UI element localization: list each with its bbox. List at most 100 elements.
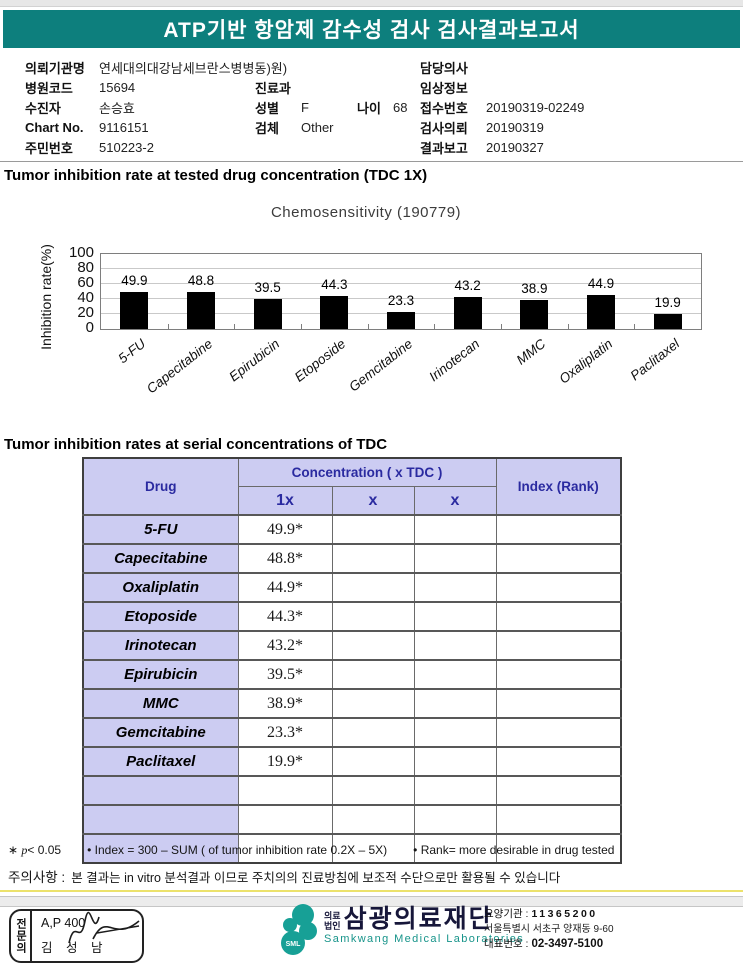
- value-x-cell: [331, 514, 415, 545]
- chart-gridline: [101, 283, 701, 284]
- stamp-content: A,P 400 김 성 남: [32, 911, 142, 961]
- chart-bar: [520, 299, 549, 329]
- table-row: MMC 38.9*: [82, 688, 622, 719]
- svg-text:SML: SML: [286, 941, 302, 948]
- y-tick-label: 60: [77, 274, 94, 291]
- drug-name-cell: 5-FU: [82, 514, 239, 545]
- value-x-cell: [331, 630, 415, 661]
- patient-info-row: 수진자 손승효: [25, 97, 255, 117]
- x-axis-tick: [501, 324, 502, 329]
- value-x-cell: [331, 717, 415, 748]
- patient-info-row: [255, 57, 420, 77]
- value-x-cell: [331, 746, 415, 777]
- field-label: 접수번호: [420, 100, 468, 116]
- patient-info-row: 결과보고 20190327: [420, 137, 740, 157]
- drug-name-cell: [82, 804, 239, 835]
- field-label: 진료과: [255, 80, 291, 96]
- value-x-cell: [413, 601, 497, 632]
- field-label: 의뢰기관명: [25, 60, 85, 76]
- field-label: 나이: [357, 100, 381, 116]
- table-row: Irinotecan 43.2*: [82, 630, 622, 661]
- concentration-subheader: x: [413, 486, 497, 516]
- significance-footnote: ∗ p< 0.05: [8, 843, 62, 857]
- value-x-cell: [331, 572, 415, 603]
- table-row: 5-FU 49.9*: [82, 514, 622, 545]
- chart-bar: [120, 291, 149, 329]
- index-rank-cell: [495, 746, 622, 777]
- chart-plot-area: 49.9 48.8 39.5 44.3 23.3 43.2 38.9 44.9 19.9: [100, 253, 702, 330]
- field-label: 결과보고: [420, 140, 468, 156]
- field-value: 연세대의대강남세브란스병병동)원): [99, 60, 288, 76]
- field-value: 68: [393, 99, 408, 115]
- index-rank-cell: [495, 543, 622, 574]
- care-institution-number: 요양기관 :11365200: [484, 908, 598, 920]
- patient-info-row: 검사의뢰 20190319: [420, 117, 740, 137]
- value-x-cell: [331, 804, 415, 835]
- value-x-cell: [331, 775, 415, 806]
- drug-name-cell: Irinotecan: [82, 630, 239, 661]
- value-1x-cell: 19.9*: [237, 746, 333, 777]
- patient-info-col1: 의뢰기관명 연세대의대강남세브란스병병동)원) 병원코드 15694 수진자 손승효 Cha…: [25, 57, 287, 159]
- field-value: 20190327: [486, 139, 544, 155]
- x-axis-tick: [234, 324, 236, 329]
- field-value: 15694: [99, 79, 136, 95]
- value-1x-cell: 44.3*: [237, 601, 333, 632]
- patient-info-row: [255, 137, 420, 157]
- chart-gridline: [101, 268, 701, 269]
- company-name: 삼광의료재단: [343, 905, 494, 933]
- value-x-cell: [413, 746, 497, 777]
- y-tick-label: 40: [77, 289, 94, 306]
- x-category-label: Etoposide: [292, 336, 349, 385]
- value-1x-cell: [237, 804, 333, 835]
- value-1x-cell: 48.8*: [237, 543, 333, 574]
- value-1x-cell: 38.9*: [237, 688, 333, 719]
- field-value: 20190319-02249: [486, 99, 585, 115]
- x-category-label: 5-FU: [115, 336, 149, 367]
- table-row: Capecitabine 48.8*: [82, 543, 622, 574]
- drug-name-cell: [82, 775, 239, 806]
- logo-prefix: 의료 법인: [324, 911, 341, 931]
- field-label: 담당의사: [420, 60, 468, 76]
- drug-name-cell: MMC: [82, 688, 239, 719]
- field-value: 9116151: [99, 119, 149, 135]
- field-label: 검사의뢰: [420, 120, 468, 136]
- chart-bar: [187, 292, 215, 329]
- patient-info-section: 의뢰기관명 연세대의대강남세브란스병병동)원) 병원코드 15694 수진자 손승효 Cha…: [25, 57, 740, 159]
- value-x-cell: [331, 833, 415, 864]
- x-axis-tick: [301, 324, 302, 329]
- notice-label: 주의사항 :: [8, 870, 66, 885]
- drug-name-cell: Epirubicin: [82, 659, 239, 690]
- drug-name-cell: Etoposide: [82, 601, 239, 632]
- table-section-heading: Tumor inhibition rates at serial concent…: [4, 436, 388, 453]
- field-value: F: [301, 99, 309, 115]
- x-category-label: Gemcitabine: [346, 336, 416, 395]
- value-1x-cell: 23.3*: [237, 717, 333, 748]
- report-title-banner: ATP기반 항암제 감수성 검사 검사결과보고서: [3, 10, 740, 48]
- value-1x-cell: 49.9*: [237, 514, 333, 545]
- concentration-subheader-row: 1x x x: [83, 486, 621, 516]
- value-x-cell: [413, 630, 497, 661]
- patient-info-row: 진료과: [255, 77, 420, 97]
- table-row: Epirubicin 39.5*: [82, 659, 622, 690]
- field-value: 20190319: [486, 119, 544, 135]
- patient-info-row: 병원코드 15694: [25, 77, 255, 97]
- concentration-subheader: 1x: [237, 486, 333, 516]
- x-axis-tick: [167, 324, 169, 329]
- chart-bar: [253, 299, 282, 329]
- chart-gridline: [101, 298, 701, 299]
- x-category-label: Capecitabine: [143, 336, 216, 397]
- x-axis-tick: [567, 324, 569, 329]
- bar-value-label: 39.5: [254, 280, 281, 296]
- drug-name-cell: Paclitaxel: [82, 746, 239, 777]
- drug-name-cell: Capecitabine: [82, 543, 239, 574]
- value-x-cell: [413, 514, 497, 545]
- index-rank-cell: [495, 514, 622, 545]
- y-tick-label: 20: [77, 304, 94, 321]
- footer-divider-band: [0, 896, 743, 907]
- table-row: [82, 833, 622, 864]
- report-title: ATP기반 항암제 감수성 검사 검사결과보고서: [163, 19, 580, 42]
- value-x-cell: [331, 688, 415, 719]
- bar-value-label: 43.2: [454, 277, 481, 293]
- field-label: 검체: [255, 120, 279, 136]
